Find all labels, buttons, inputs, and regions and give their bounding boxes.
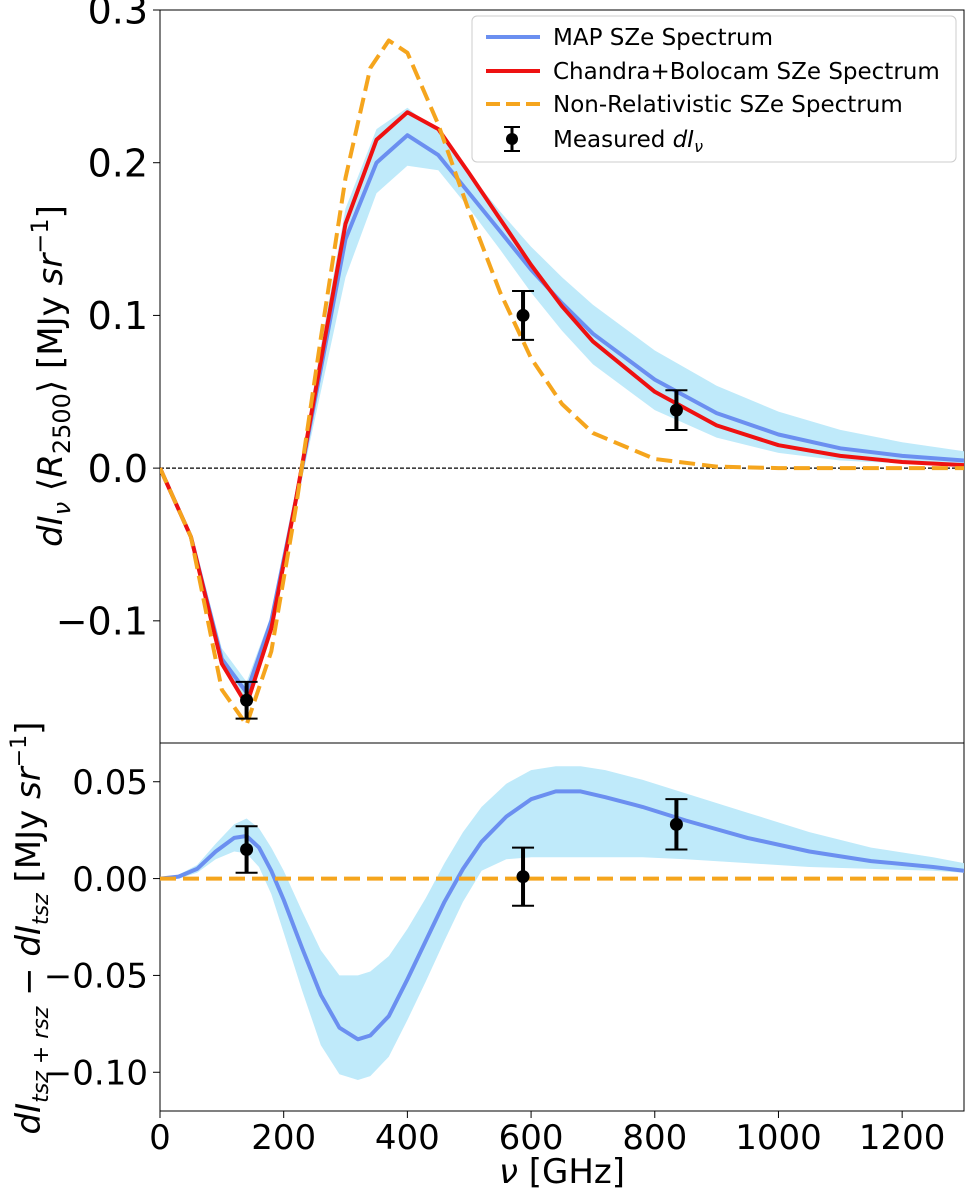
top-y-tick-label: 0.1 [88, 294, 148, 338]
x-tick-label: 1200 [859, 1118, 946, 1158]
top-measured-point [512, 289, 535, 341]
bottom-y-tick-label: 0.00 [72, 860, 148, 900]
top-measured-point [665, 389, 688, 431]
bottom-y-tick-label: −0.05 [44, 957, 148, 997]
x-tick-label: 0 [149, 1118, 171, 1158]
bottom-plot-frame [159, 742, 965, 1112]
x-tick-label: 1000 [735, 1118, 822, 1158]
legend-label-nonrel: Non-Relativistic SZe Spectrum [553, 92, 903, 118]
x-axis-label: ν [GHz] [499, 1152, 625, 1192]
top-series-line-1 [160, 110, 964, 707]
bottom-measured-point [235, 825, 258, 874]
x-tick-label: 800 [622, 1118, 687, 1158]
top-plot-area [160, 38, 964, 727]
top-panel: 0.3 0.2 0.1 0.0 −0.1 [56, 0, 964, 727]
top-measured-point [235, 680, 258, 720]
legend-label-measured: Measured dIν [553, 127, 703, 156]
bottom-y-tick-label: 0.05 [72, 763, 148, 803]
x-tick-label: 600 [499, 1118, 564, 1158]
bottom-y-axis-label: dItsz + rsz − dItsz [MJy sr−1] [7, 722, 54, 1135]
top-series-line-0 [160, 133, 964, 695]
legend-swatch-measured [504, 126, 520, 152]
legend: MAP SZe Spectrum Chandra+Bolocam SZe Spe… [471, 15, 957, 163]
legend-label-map: MAP SZe Spectrum [553, 25, 773, 51]
bottom-measured-point [512, 846, 535, 907]
x-tick-label: 400 [375, 1118, 440, 1158]
bottom-panel: 0.05 0.00 −0.05 −0.100 200 400 600 800 1000 1200 [44, 763, 964, 1158]
x-tick-label: 200 [251, 1118, 316, 1158]
legend-box [471, 15, 957, 163]
bottom-plot-area [160, 766, 964, 1080]
bottom-uncertainty-band [160, 766, 964, 1080]
top-series-line-2 [160, 38, 964, 727]
top-y-axis-label: dIν ⟨R2500⟩ [MJy sr−1] [26, 205, 76, 547]
top-y-tick-label: 0.3 [88, 0, 148, 33]
legend-label-chandra: Chandra+Bolocam SZe Spectrum [553, 59, 940, 85]
top-y-tick-label: 0.2 [88, 141, 148, 185]
bottom-measured-point [665, 798, 688, 851]
bottom-y-tick-label: −0.10 [44, 1054, 148, 1094]
top-y-tick-label: 0.0 [88, 447, 148, 491]
top-y-tick-label: −0.1 [56, 600, 148, 644]
